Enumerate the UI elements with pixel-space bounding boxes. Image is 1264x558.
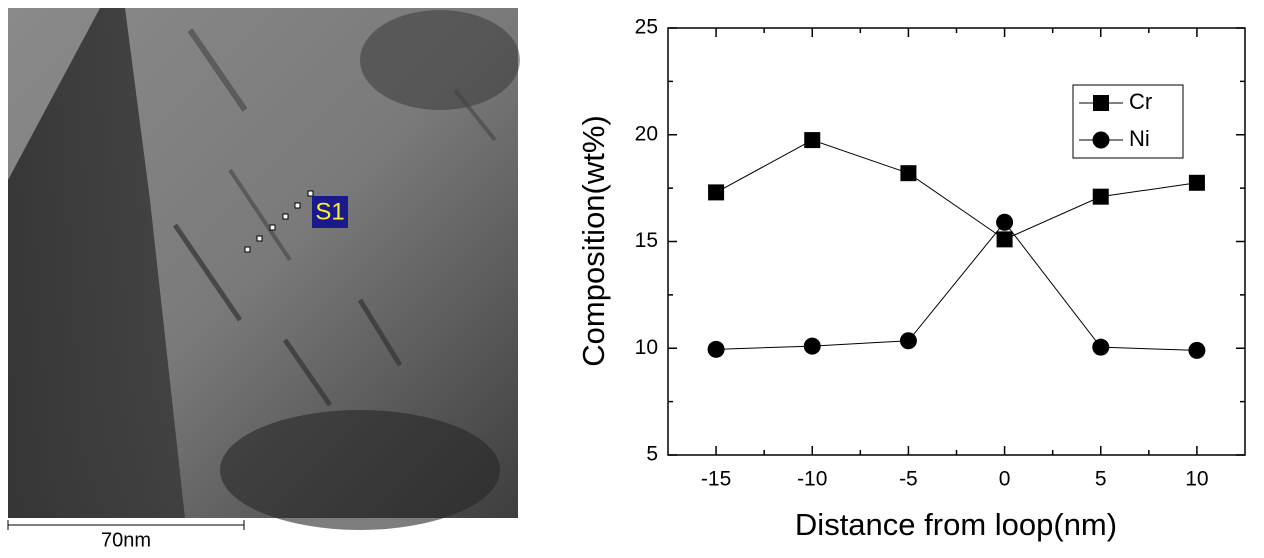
legend-marker xyxy=(1093,95,1109,111)
legend-label: Cr xyxy=(1129,89,1152,114)
legend-marker xyxy=(1092,131,1110,149)
y-tick-label: 25 xyxy=(635,16,658,39)
data-point xyxy=(804,132,821,149)
x-tick-label: 5 xyxy=(1095,468,1107,491)
data-point xyxy=(996,213,1014,231)
data-point xyxy=(708,184,725,201)
scale-bar: 70nm xyxy=(7,520,245,551)
data-point xyxy=(900,165,917,182)
x-tick-label: 10 xyxy=(1185,468,1208,491)
image-label: S1 xyxy=(315,198,344,225)
data-point xyxy=(996,231,1013,248)
data-point xyxy=(803,337,821,355)
y-tick-label: 15 xyxy=(635,229,658,252)
x-tick-label: -5 xyxy=(899,468,918,491)
data-point xyxy=(1188,341,1206,359)
data-point xyxy=(1092,338,1110,356)
x-axis-title: Distance from loop(nm) xyxy=(795,507,1117,542)
data-point xyxy=(1188,174,1205,191)
data-point xyxy=(899,332,917,350)
x-tick-label: -15 xyxy=(701,468,731,491)
y-axis-title: Composition(wt%) xyxy=(576,115,611,367)
y-tick-label: 20 xyxy=(635,122,658,145)
scale-bar-label: 70nm xyxy=(101,529,151,551)
data-point xyxy=(707,340,725,358)
data-point xyxy=(1092,188,1109,205)
x-tick-label: -10 xyxy=(797,468,827,491)
series-line xyxy=(716,221,1197,351)
legend-box xyxy=(1072,84,1184,159)
legend-label: Ni xyxy=(1129,126,1150,151)
y-tick-label: 5 xyxy=(646,443,658,466)
micrograph: S1 xyxy=(8,8,520,530)
y-tick-label: 10 xyxy=(635,336,658,359)
series-line xyxy=(715,139,1197,240)
x-tick-label: 0 xyxy=(999,468,1011,491)
